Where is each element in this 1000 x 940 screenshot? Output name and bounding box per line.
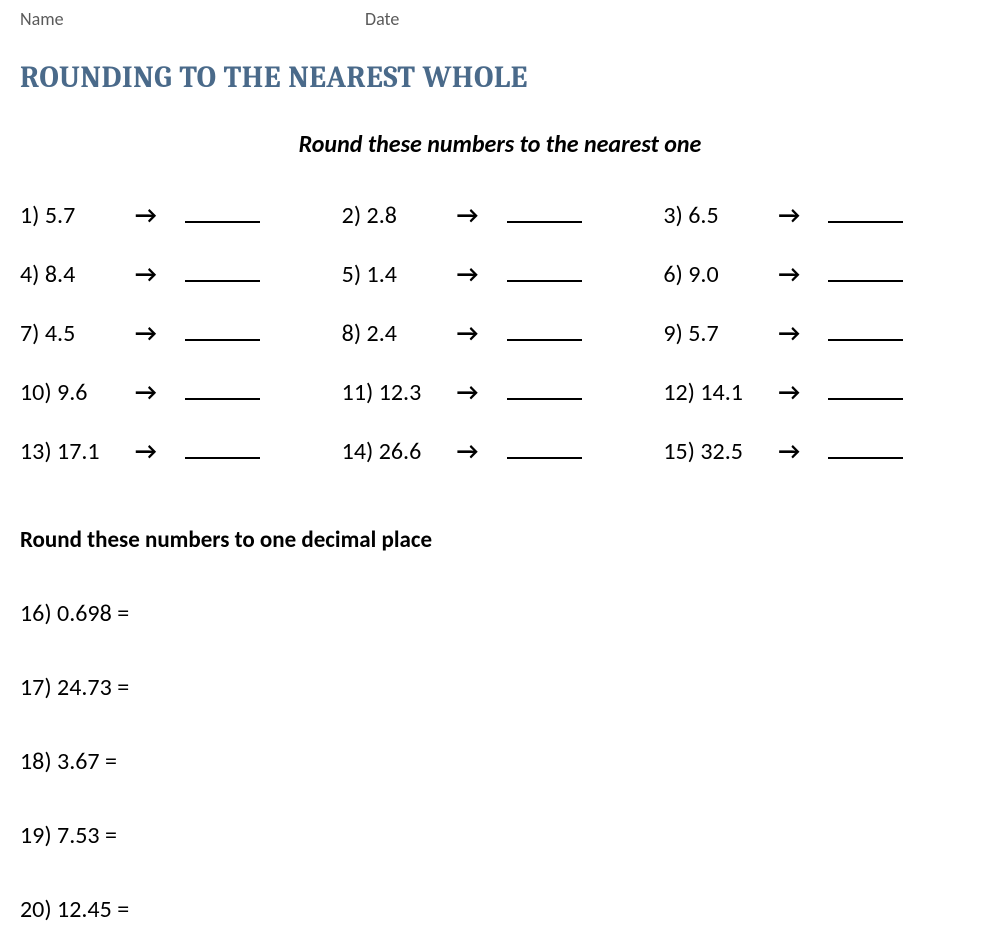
problem-label: 4) 8.4 [20,260,135,289]
problem-label: 11) 12.3 [342,378,457,407]
problems-grid: 1) 5.7 → 2) 2.8 → 3) 6.5 → 4) 8.4 → 5) 1… [20,199,980,466]
arrow-icon: → [135,260,177,289]
section1-subtitle: Round these numbers to the nearest one [20,130,980,159]
arrow-icon: → [457,319,499,348]
answer-blank[interactable] [828,258,903,282]
arrow-icon: → [135,378,177,407]
answer-blank[interactable] [507,258,582,282]
problem-label: 3) 6.5 [663,201,778,230]
problem-item: 3) 6.5 → [663,199,980,230]
answer-blank[interactable] [185,435,260,459]
answer-blank[interactable] [185,376,260,400]
problem-item: 10) 9.6 → [20,376,337,407]
problem-item: 8) 2.4 → [342,317,659,348]
problem-label: 15) 32.5 [663,437,778,466]
problem-item: 9) 5.7 → [663,317,980,348]
decimal-item: 18) 3.67 = [20,747,980,776]
arrow-icon: → [778,260,820,289]
answer-blank[interactable] [828,435,903,459]
problem-item: 4) 8.4 → [20,258,337,289]
answer-blank[interactable] [828,317,903,341]
problem-item: 1) 5.7 → [20,199,337,230]
arrow-icon: → [778,319,820,348]
header-row: Name Date [20,8,980,30]
problem-label: 5) 1.4 [342,260,457,289]
name-label: Name [20,8,365,30]
decimal-item: 17) 24.73 = [20,673,980,702]
problem-label: 12) 14.1 [663,378,778,407]
arrow-icon: → [135,319,177,348]
answer-blank[interactable] [828,199,903,223]
arrow-icon: → [778,201,820,230]
problem-item: 6) 9.0 → [663,258,980,289]
problem-label: 9) 5.7 [663,319,778,348]
arrow-icon: → [457,260,499,289]
decimal-item: 20) 12.45 = [20,895,980,924]
answer-blank[interactable] [828,376,903,400]
problem-label: 13) 17.1 [20,437,135,466]
arrow-icon: → [457,437,499,466]
arrow-icon: → [778,437,820,466]
decimal-item: 16) 0.698 = [20,599,980,628]
answer-blank[interactable] [185,317,260,341]
section2-title: Round these numbers to one decimal place [20,526,980,554]
problem-item: 7) 4.5 → [20,317,337,348]
arrow-icon: → [135,437,177,466]
problem-item: 13) 17.1 → [20,435,337,466]
problem-label: 10) 9.6 [20,378,135,407]
problem-label: 6) 9.0 [663,260,778,289]
problem-item: 14) 26.6 → [342,435,659,466]
problem-item: 15) 32.5 → [663,435,980,466]
problem-label: 7) 4.5 [20,319,135,348]
arrow-icon: → [457,201,499,230]
problem-label: 14) 26.6 [342,437,457,466]
problem-item: 2) 2.8 → [342,199,659,230]
problem-label: 8) 2.4 [342,319,457,348]
problem-item: 11) 12.3 → [342,376,659,407]
answer-blank[interactable] [507,317,582,341]
answer-blank[interactable] [185,258,260,282]
problem-item: 12) 14.1 → [663,376,980,407]
page-title: ROUNDING TO THE NEAREST WHOLE [20,60,980,95]
date-label: Date [365,8,399,30]
answer-blank[interactable] [507,435,582,459]
problem-item: 5) 1.4 → [342,258,659,289]
arrow-icon: → [135,201,177,230]
problem-label: 1) 5.7 [20,201,135,230]
answer-blank[interactable] [185,199,260,223]
decimal-list: 16) 0.698 = 17) 24.73 = 18) 3.67 = 19) 7… [20,599,980,924]
decimal-item: 19) 7.53 = [20,821,980,850]
answer-blank[interactable] [507,199,582,223]
arrow-icon: → [457,378,499,407]
answer-blank[interactable] [507,376,582,400]
problem-label: 2) 2.8 [342,201,457,230]
arrow-icon: → [778,378,820,407]
